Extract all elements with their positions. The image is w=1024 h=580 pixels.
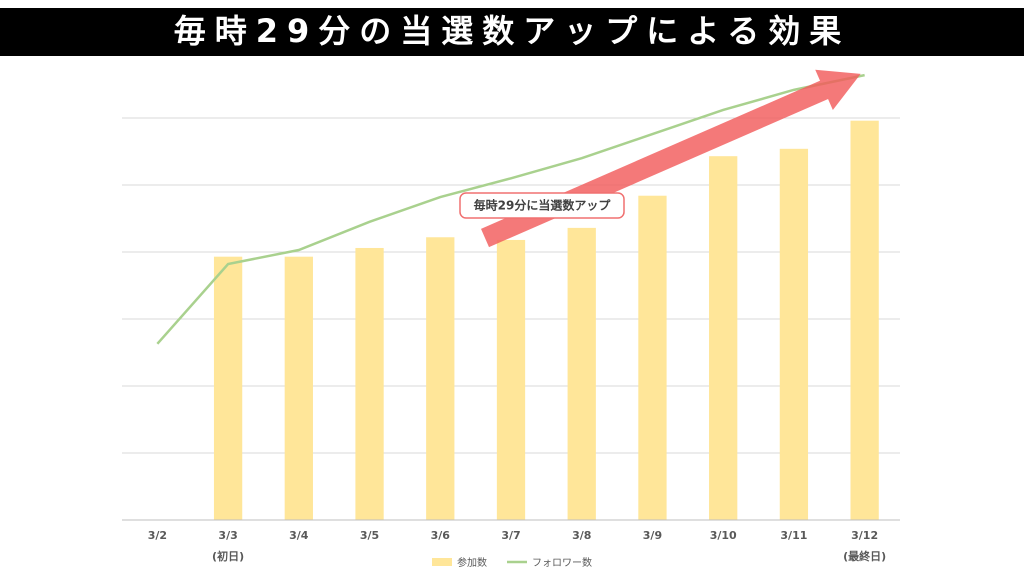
bar	[496, 239, 526, 520]
x-tick-label: 3/4	[289, 529, 309, 542]
annotation-box	[459, 192, 625, 219]
plot-area: 3/2 3/3 (初日) 3/4 3/5 3/6 3/7 3/8 3/9 3/10 3/11 3/12…	[122, 73, 900, 563]
legend: 参加数 フォロワー数	[432, 556, 592, 569]
x-tick-label: 3/3	[218, 529, 237, 542]
bar	[638, 195, 667, 520]
x-tick-label: 3/10	[710, 529, 737, 542]
x-tick-label: 3/8	[572, 529, 591, 542]
legend-swatch	[432, 558, 452, 566]
x-tick-label: 3/12	[851, 529, 878, 542]
bar	[355, 247, 384, 521]
bar	[567, 227, 596, 520]
line	[156, 73, 865, 345]
x-tick-note: (最終日)	[843, 549, 886, 563]
x-tick-label: 3/7	[501, 529, 520, 542]
x-tick-label: 3/5	[360, 529, 379, 542]
x-tick-label: 3/2	[148, 529, 167, 542]
bar	[709, 156, 738, 520]
bar	[426, 237, 455, 520]
title-banner	[0, 8, 1024, 56]
chart-title: 毎時29分の当選数アップによる効果	[174, 12, 851, 50]
x-tick-label: 3/9	[643, 529, 662, 542]
legend-label: フォロワー数	[532, 556, 592, 569]
bar	[779, 148, 809, 520]
bar	[213, 256, 243, 520]
x-tick-label: 3/6	[431, 529, 451, 542]
x-tick-label: 3/11	[780, 529, 807, 542]
trend-arrow	[480, 69, 861, 248]
bar	[850, 120, 879, 521]
legend-label: 参加数	[457, 556, 487, 569]
bar	[284, 256, 313, 520]
x-tick-note: (初日)	[212, 549, 244, 563]
annotation: 毎時29分に当選数アップ	[474, 198, 612, 213]
